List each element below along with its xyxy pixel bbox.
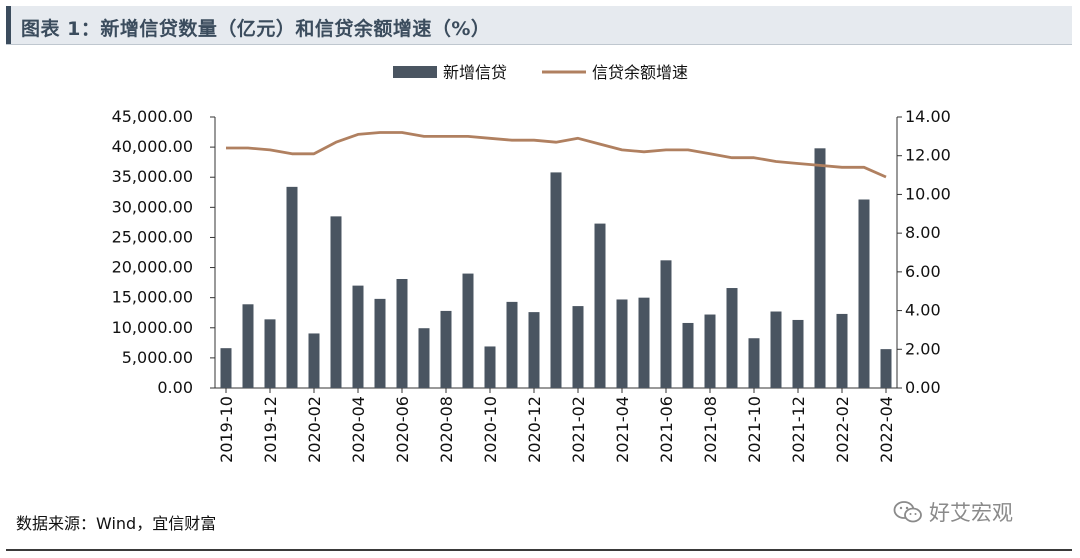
footer-line bbox=[6, 549, 1072, 551]
y-left-tick-label: 15,000.00 bbox=[112, 288, 193, 307]
y-left-tick-label: 35,000.00 bbox=[112, 167, 193, 186]
bar bbox=[880, 349, 892, 388]
chart: 0.00 5,000.00 10,000.00 15,000.00 20,000.00 2… bbox=[112, 63, 951, 463]
bar bbox=[396, 278, 408, 388]
x-tick-label: 2020-06 bbox=[393, 396, 412, 463]
bar bbox=[836, 313, 848, 388]
bar bbox=[528, 312, 540, 388]
bar bbox=[484, 346, 496, 388]
x-tick-label: 2021-12 bbox=[789, 396, 808, 463]
bar bbox=[440, 310, 452, 388]
bar bbox=[638, 297, 650, 388]
bar bbox=[814, 148, 826, 388]
bar bbox=[792, 319, 804, 388]
y-left-tick-label: 45,000.00 bbox=[112, 107, 193, 126]
y-right-tick-label: 4.00 bbox=[905, 301, 941, 320]
watermark-text: 好艾宏观 bbox=[929, 501, 1013, 525]
wechat-icon bbox=[893, 501, 922, 523]
x-tick-label: 2019-10 bbox=[217, 396, 236, 463]
y-right-tick-label: 14.00 bbox=[905, 107, 951, 126]
x-tick-label: 2021-02 bbox=[569, 396, 588, 463]
bar bbox=[242, 304, 254, 388]
bar bbox=[550, 172, 562, 388]
bar bbox=[616, 299, 628, 388]
bar bbox=[682, 322, 694, 388]
bar bbox=[726, 288, 738, 388]
bar bbox=[286, 186, 298, 388]
bar bbox=[704, 314, 716, 388]
y-right-tick-label: 12.00 bbox=[905, 146, 951, 165]
x-tick-label: 2021-08 bbox=[701, 396, 720, 463]
bar bbox=[352, 285, 364, 388]
bar bbox=[748, 338, 760, 388]
watermark: 好艾宏观 bbox=[893, 497, 1013, 527]
y-right-tick-label: 2.00 bbox=[905, 339, 941, 358]
title-underline bbox=[6, 44, 1072, 45]
bar bbox=[506, 301, 518, 388]
x-tick-label: 2020-08 bbox=[437, 396, 456, 463]
chart-title: 图表 1：新增信贷数量（亿元）和信贷余额增速（%） bbox=[21, 18, 491, 40]
bar bbox=[660, 260, 672, 388]
x-tick-label: 2022-02 bbox=[833, 396, 852, 463]
y-right-tick-label: 8.00 bbox=[905, 223, 941, 242]
y-left-tick-label: 30,000.00 bbox=[112, 197, 193, 216]
x-tick-label: 2021-06 bbox=[657, 396, 676, 463]
bar bbox=[770, 311, 782, 388]
legend-swatch-bar bbox=[393, 66, 437, 78]
legend-label-bar: 新增信贷 bbox=[443, 63, 507, 82]
bar bbox=[858, 199, 870, 388]
bar bbox=[572, 306, 584, 388]
y-left-tick-label: 0.00 bbox=[157, 378, 193, 397]
x-tick-label: 2019-12 bbox=[261, 396, 280, 463]
x-tick-label: 2020-10 bbox=[481, 396, 500, 463]
title-bar: 图表 1：新增信贷数量（亿元）和信贷余额增速（%） bbox=[6, 6, 1072, 44]
source-note: 数据来源：Wind，宜信财富 bbox=[16, 514, 217, 533]
y-right-tick-label: 0.00 bbox=[905, 378, 941, 397]
bar bbox=[264, 319, 276, 388]
bar bbox=[374, 298, 386, 388]
x-tick-label: 2020-12 bbox=[525, 396, 544, 463]
y-left-tick-label: 40,000.00 bbox=[112, 137, 193, 156]
y-left-tick-label: 5,000.00 bbox=[122, 348, 193, 367]
x-tick-label: 2021-10 bbox=[745, 396, 764, 463]
line-series bbox=[226, 131, 887, 179]
bar bbox=[330, 216, 342, 388]
x-tick-label: 2020-02 bbox=[305, 396, 324, 463]
x-tick-label: 2020-04 bbox=[349, 396, 368, 463]
bar bbox=[308, 333, 320, 388]
legend-label-line: 信贷余额增速 bbox=[592, 63, 688, 82]
y-left-tick-label: 20,000.00 bbox=[112, 258, 193, 277]
y-right-tick-label: 10.00 bbox=[905, 184, 951, 203]
bar bbox=[418, 328, 430, 388]
x-tick-label: 2021-04 bbox=[613, 396, 632, 463]
bar bbox=[220, 348, 232, 388]
bar bbox=[594, 223, 606, 388]
x-tick-label: 2022-04 bbox=[877, 396, 896, 463]
bar bbox=[462, 273, 474, 388]
y-right-tick-label: 6.00 bbox=[905, 262, 941, 281]
y-left-tick-label: 10,000.00 bbox=[112, 318, 193, 337]
y-left-tick-label: 25,000.00 bbox=[112, 227, 193, 246]
